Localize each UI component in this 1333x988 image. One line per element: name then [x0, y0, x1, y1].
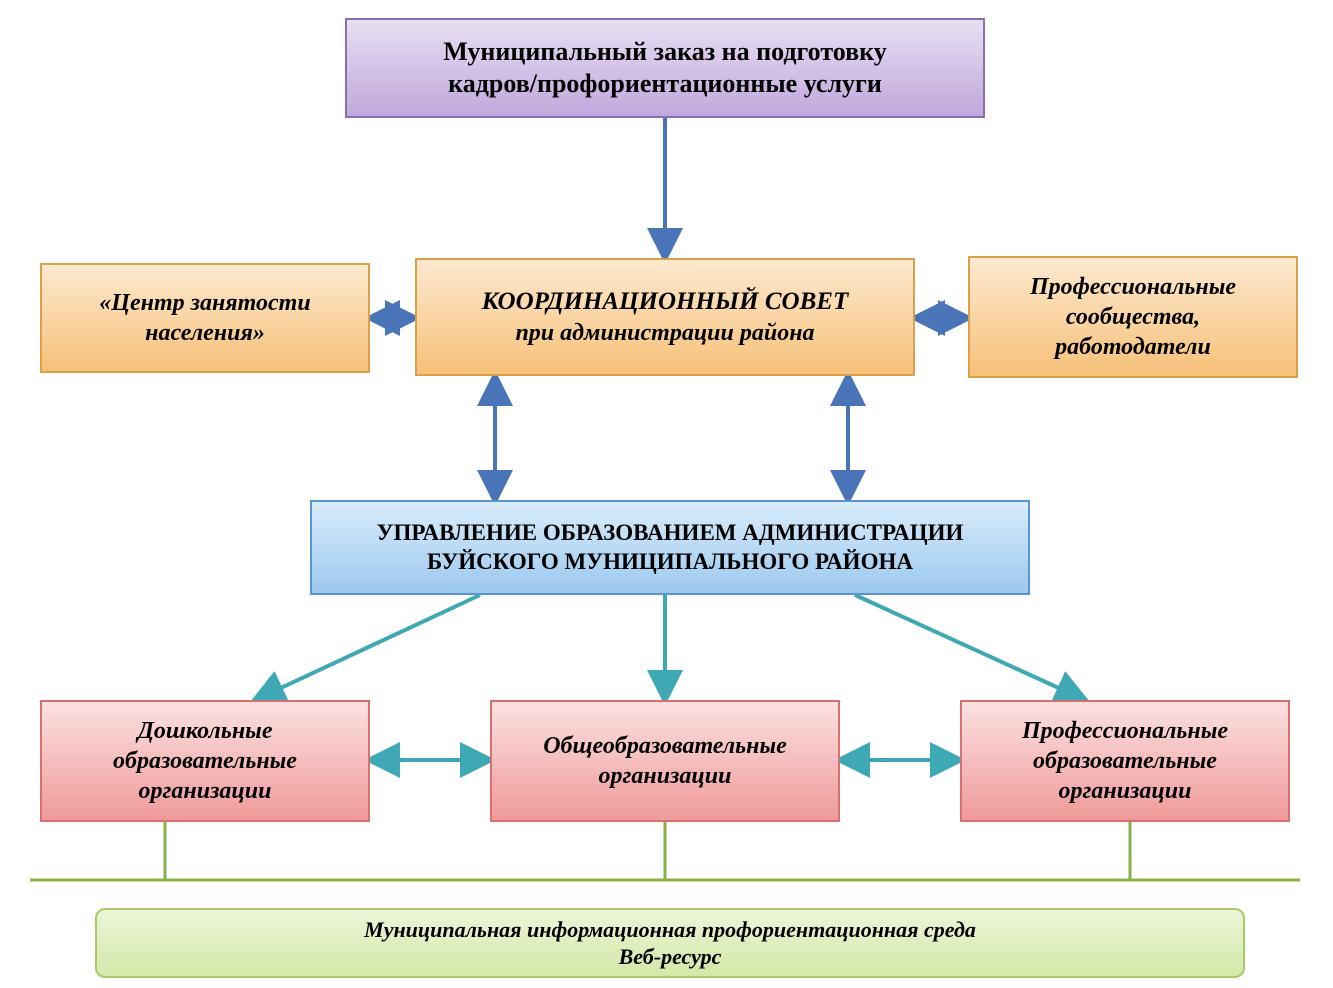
node-coordination-council: КООРДИНАЦИОННЫЙ СОВЕТ при администрации …	[415, 258, 915, 376]
node-text: КООРДИНАЦИОННЫЙ СОВЕТ	[482, 286, 848, 317]
node-text: УПРАВЛЕНИЕ ОБРАЗОВАНИЕМ АДМИНИСТРАЦИИ	[377, 519, 964, 548]
node-text: образовательные	[1022, 746, 1228, 776]
node-municipal-order: Муниципальный заказ на подготовку кадров…	[345, 18, 985, 118]
node-text: Профессиональные	[1030, 272, 1236, 302]
node-text: организации	[113, 776, 297, 806]
node-text: БУЙСКОГО МУНИЦИПАЛЬНОГО РАЙОНА	[377, 548, 964, 577]
node-professional-communities: Профессиональные сообщества, работодател…	[968, 256, 1298, 378]
node-text: Веб-ресурс	[364, 943, 976, 971]
node-text: Профессиональные	[1022, 716, 1228, 746]
node-employment-center: «Центр занятости населения»	[40, 263, 370, 373]
node-education-department: УПРАВЛЕНИЕ ОБРАЗОВАНИЕМ АДМИНИСТРАЦИИ БУ…	[310, 500, 1030, 595]
node-text: кадров/профориентационные услуги	[443, 68, 887, 101]
node-text: Общеобразовательные	[543, 731, 787, 761]
diagram-canvas: Муниципальный заказ на подготовку кадров…	[0, 0, 1333, 988]
node-text: работодатели	[1030, 332, 1236, 362]
node-text: сообщества,	[1030, 302, 1236, 332]
node-text: организации	[543, 761, 787, 791]
node-web-resource: Муниципальная информационная профориента…	[95, 908, 1245, 978]
node-general-edu-orgs: Общеобразовательные организации	[490, 700, 840, 822]
node-text: Дошкольные	[113, 716, 297, 746]
node-text: при администрации района	[482, 318, 848, 348]
node-text: населения»	[99, 318, 310, 348]
node-text: Муниципальная информационная профориента…	[364, 916, 976, 944]
node-vocational-orgs: Профессиональные образовательные организ…	[960, 700, 1290, 822]
node-text: организации	[1022, 776, 1228, 806]
node-text: Муниципальный заказ на подготовку	[443, 36, 887, 69]
node-preschool-orgs: Дошкольные образовательные организации	[40, 700, 370, 822]
node-text: «Центр занятости	[99, 288, 310, 318]
node-text: образовательные	[113, 746, 297, 776]
connector-layer	[0, 0, 1333, 988]
